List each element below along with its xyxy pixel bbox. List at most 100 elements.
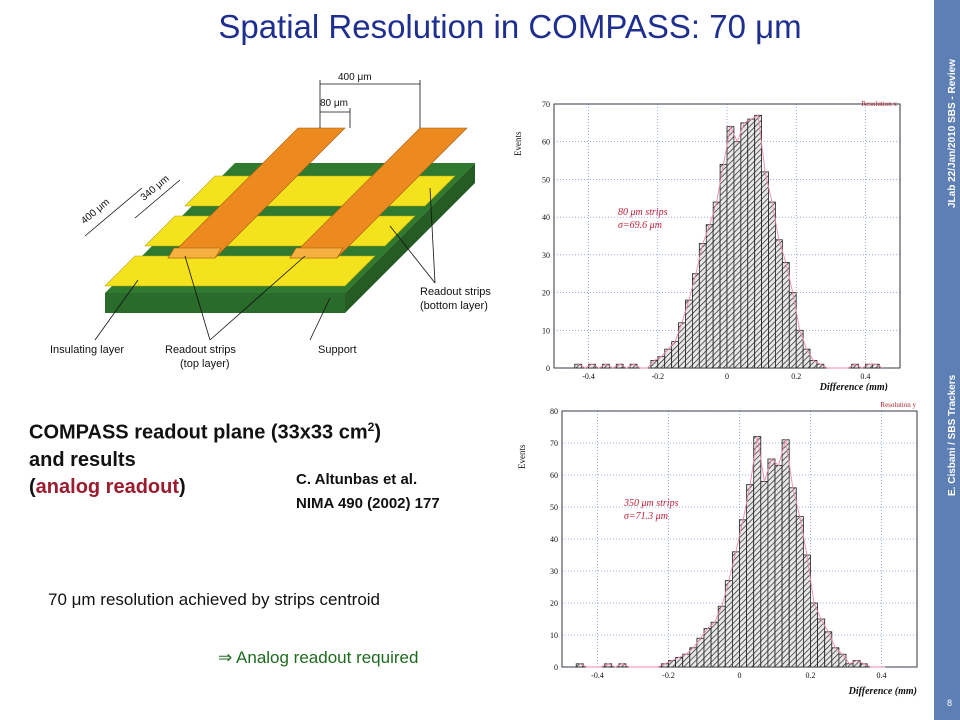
histogram-resolution-y: 0 10 20 30 40 50 60 70 80 -0.4 -0.2 0 0.2 0.4 Resolut… bbox=[512, 397, 922, 697]
histogram-bar bbox=[691, 273, 700, 369]
bottom-strip-1 bbox=[104, 255, 376, 287]
support-slab-side bbox=[345, 163, 475, 313]
y-tick-label: 30 bbox=[550, 567, 558, 576]
figure-caption: COMPASS readout plane (33x33 cm2) and re… bbox=[29, 414, 381, 501]
dim-400-top-label: 400 μm bbox=[338, 72, 372, 83]
histogram-bar bbox=[753, 436, 762, 668]
x-tick-label: 0 bbox=[725, 372, 729, 381]
histogram-bar bbox=[761, 171, 769, 369]
histogram-bar bbox=[871, 363, 880, 369]
y-tick-label: 50 bbox=[542, 175, 550, 184]
histogram-bar bbox=[719, 163, 728, 369]
histogram-bar bbox=[588, 363, 596, 369]
histogram-bar bbox=[689, 647, 698, 668]
y-tick-label: 70 bbox=[550, 439, 558, 448]
histogram-bar bbox=[733, 141, 742, 369]
histogram-bar bbox=[810, 602, 818, 668]
readout-bottom-label-1: Readout strips bbox=[420, 286, 491, 298]
y-tick-label: 40 bbox=[550, 535, 558, 544]
histogram-bar bbox=[696, 637, 705, 668]
y-tick-label: 10 bbox=[550, 631, 558, 640]
histogram-bar bbox=[767, 458, 776, 668]
histogram-bar bbox=[724, 580, 733, 668]
citation-authors: C. Altunbas et al. bbox=[296, 471, 418, 488]
caption-paren-open: ( bbox=[29, 475, 36, 498]
top-strip-1-cap bbox=[167, 247, 222, 259]
histogram-bar bbox=[712, 201, 721, 369]
histogram-bar bbox=[685, 299, 693, 369]
histogram-bar bbox=[703, 628, 712, 668]
readout-bottom-label-2: (bottom layer) bbox=[420, 300, 488, 312]
analog-readout-conclusion: ⇒ Analog readout required bbox=[218, 648, 419, 667]
gaussian-fit-curve bbox=[579, 436, 885, 668]
x-tick-label: 0 bbox=[738, 671, 742, 680]
histogram-bar bbox=[774, 465, 783, 668]
citation: C. Altunbas et al. NIMA 490 (2002) 177 bbox=[296, 468, 440, 516]
caption-line-2: and results bbox=[29, 448, 136, 471]
gaussian-fit-curve bbox=[577, 114, 883, 369]
y-tick-label: 0 bbox=[546, 364, 550, 373]
histogram-bar bbox=[795, 516, 804, 668]
sidebar-author-label: E. Cisbani / SBS Trackers bbox=[947, 374, 958, 496]
histogram-x-title: Resolution x bbox=[861, 100, 897, 108]
y-tick-label: 50 bbox=[550, 503, 558, 512]
histogram-bar bbox=[671, 341, 679, 369]
caption-line-3: (analog readout) bbox=[29, 474, 381, 501]
dimension-lines bbox=[84, 80, 421, 237]
histogram-x-annotation-2: σ=69.6 μm bbox=[618, 220, 662, 231]
histogram-bar bbox=[615, 363, 624, 369]
slide-title: Spatial Resolution in COMPASS: 70 μm bbox=[218, 8, 802, 45]
histogram-bar bbox=[698, 243, 707, 369]
x-tick-label: -0.2 bbox=[651, 372, 664, 381]
caption-superscript: 2 bbox=[367, 420, 375, 434]
histogram-resolution-x: 0 10 20 30 40 50 60 70 -0.4 -0.2 0 0.2 0.4 Resolutio… bbox=[508, 96, 908, 391]
histogram-bar bbox=[817, 618, 826, 668]
sidebar-event-label: JLab 22/Jan/2010 SBS - Review bbox=[947, 59, 958, 208]
histogram-bar bbox=[747, 118, 756, 369]
histogram-bar bbox=[760, 481, 769, 668]
citation-journal: NIMA 490 (2002) 177 bbox=[296, 495, 440, 512]
histogram-bar bbox=[768, 201, 776, 369]
histogram-bar bbox=[726, 126, 735, 369]
y-tick-label: 0 bbox=[554, 663, 558, 672]
x-tick-label: 0.4 bbox=[877, 671, 887, 680]
histogram-bar bbox=[705, 224, 714, 369]
histogram-y-title: Resolution y bbox=[880, 401, 916, 409]
x-tick-label: 0.2 bbox=[791, 372, 801, 381]
y-tick-label: 20 bbox=[550, 599, 558, 608]
top-strip-2-cap bbox=[289, 247, 344, 259]
y-tick-label: 40 bbox=[542, 213, 550, 222]
y-tick-label: 60 bbox=[542, 138, 550, 147]
histogram-bar bbox=[746, 484, 755, 668]
readout-plane-diagram: 400 μm 80 μm 400 μm 340 μm Readout strip… bbox=[50, 72, 491, 370]
histogram-y-ylabel: Events bbox=[517, 444, 527, 469]
histogram-bar bbox=[802, 348, 811, 369]
histogram-bar bbox=[629, 363, 638, 369]
y-tick-label: 60 bbox=[550, 471, 558, 480]
histogram-bar bbox=[650, 360, 659, 369]
caption-line-1-text: COMPASS readout plane (33x33 cm bbox=[29, 421, 368, 444]
histogram-x-xlabel: Difference (mm) bbox=[819, 382, 888, 391]
support-label: Support bbox=[318, 344, 357, 356]
caption-line-1: COMPASS readout plane (33x33 cm2) bbox=[29, 414, 381, 447]
insulating-layer-label: Insulating layer bbox=[50, 344, 124, 356]
histogram-bar bbox=[710, 621, 719, 668]
histogram-bar bbox=[864, 363, 873, 369]
histogram-bar bbox=[781, 439, 790, 668]
caption-line-1-end: ) bbox=[374, 421, 381, 444]
histogram-y-annotation-2: σ=71.3 μm bbox=[624, 511, 668, 522]
y-tick-label: 10 bbox=[542, 326, 550, 335]
x-tick-label: -0.2 bbox=[662, 671, 675, 680]
y-tick-label: 80 bbox=[550, 407, 558, 416]
histogram-bar bbox=[838, 653, 847, 668]
histogram-bar bbox=[682, 653, 691, 668]
histogram-bar bbox=[731, 551, 740, 668]
histogram-bar bbox=[574, 363, 583, 369]
histogram-bar bbox=[788, 487, 797, 668]
x-tick-label: 0.4 bbox=[860, 372, 870, 381]
histogram-bar bbox=[816, 363, 825, 369]
histogram-bar bbox=[739, 519, 747, 668]
histogram-bar bbox=[781, 261, 790, 369]
y-tick-label: 20 bbox=[542, 289, 550, 298]
histogram-x-ylabel: Events bbox=[513, 131, 523, 156]
